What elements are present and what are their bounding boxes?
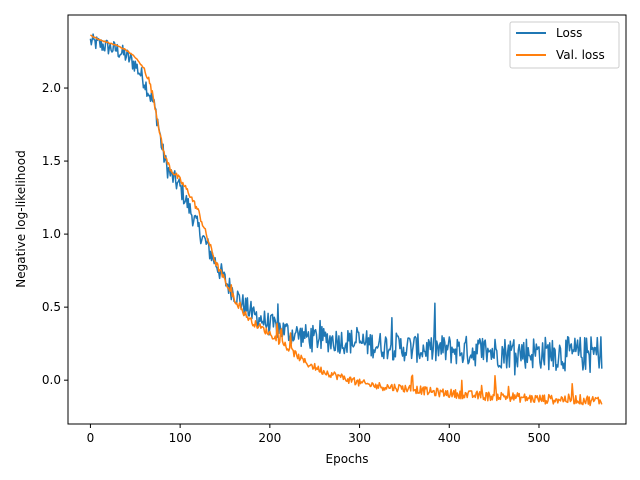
series-line-loss bbox=[89, 33, 603, 376]
y-tick-label: 0.5 bbox=[42, 300, 61, 314]
legend-label-loss: Loss bbox=[556, 26, 582, 40]
x-tick-label: 400 bbox=[438, 431, 461, 445]
legend: Loss Val. loss bbox=[509, 21, 620, 69]
x-axis-label: Epochs bbox=[326, 452, 369, 466]
x-tick-label: 200 bbox=[258, 431, 281, 445]
x-tick-label: 300 bbox=[348, 431, 371, 445]
y-tick-label: 1.0 bbox=[42, 227, 61, 241]
x-tick-label: 100 bbox=[169, 431, 192, 445]
y-tick-label: 2.0 bbox=[42, 81, 61, 95]
plot-layer bbox=[89, 33, 603, 407]
x-axis-ticks: 0 100 200 300 400 500 bbox=[87, 424, 551, 445]
series-line-val-loss bbox=[90, 34, 603, 407]
y-axis-label: Negative log-likelihood bbox=[14, 150, 28, 287]
y-axis-ticks: 0.0 0.5 1.0 1.5 2.0 bbox=[42, 81, 68, 387]
x-tick-label: 0 bbox=[87, 431, 95, 445]
x-tick-label: 500 bbox=[528, 431, 551, 445]
axes-frame bbox=[67, 14, 627, 425]
legend-label-val-loss: Val. loss bbox=[556, 48, 605, 62]
y-tick-label: 1.5 bbox=[42, 154, 61, 168]
y-tick-label: 0.0 bbox=[42, 373, 61, 387]
